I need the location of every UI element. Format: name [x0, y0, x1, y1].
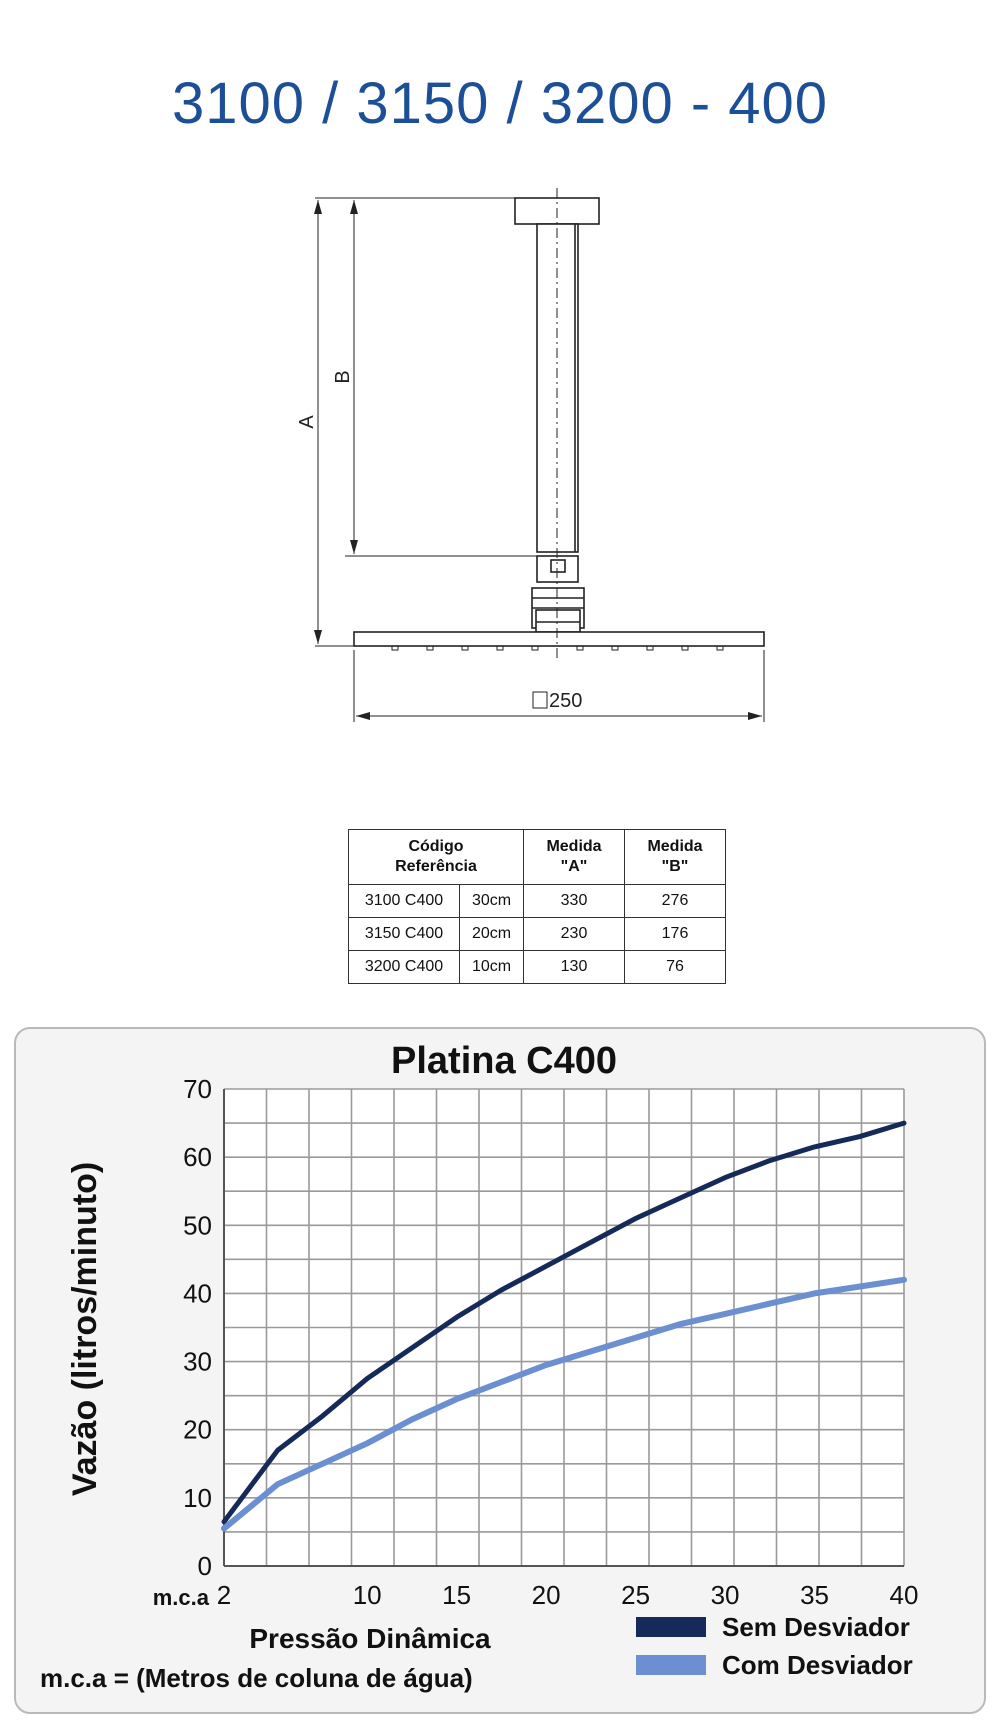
cell-length: 10cm [459, 950, 524, 984]
y-tick-label: 70 [183, 1074, 212, 1104]
cell-b: 276 [624, 884, 726, 918]
spec-table: Código Referência Medida "A" Medida "B" … [348, 829, 726, 984]
page-title: 3100 / 3150 / 3200 - 400 [171, 71, 829, 136]
cell-code: 3150 C400 [348, 917, 460, 951]
x-unit-label: m.c.a [153, 1585, 210, 1610]
cell-code: 3200 C400 [348, 950, 460, 984]
y-tick-label: 20 [183, 1415, 212, 1445]
table-row: 3200 C400 10cm 130 76 [348, 950, 726, 984]
header-medida-a: Medida "A" [523, 829, 625, 885]
chart-title: Platina C400 [391, 1040, 617, 1082]
x-tick-label: 20 [532, 1580, 561, 1610]
x-tick-label: 25 [621, 1580, 650, 1610]
shower-plate [353, 631, 765, 647]
cell-a: 130 [523, 950, 625, 984]
technical-drawing: A B 250 [296, 188, 765, 722]
header-medida-b: Medida "B" [624, 829, 726, 885]
x-tick-label: 30 [711, 1580, 740, 1610]
y-tick-label: 30 [183, 1347, 212, 1377]
x-tick-label: 35 [800, 1580, 829, 1610]
flow-chart: Platina C400 0 10 20 30 40 50 60 70 2 10 15 20 25 30 35… [40, 1040, 919, 1693]
y-tick-label: 40 [183, 1278, 212, 1308]
x-tick-label: 40 [890, 1580, 919, 1610]
cell-b: 76 [624, 950, 726, 984]
x-axis-label: Pressão Dinâmica [249, 1623, 491, 1654]
y-tick-label: 50 [183, 1210, 212, 1240]
table-header-row: Código Referência Medida "A" Medida "B" [348, 829, 726, 885]
cell-a: 330 [523, 884, 625, 918]
dimension-a-label: A [296, 415, 318, 429]
cell-code: 3100 C400 [348, 884, 460, 918]
cell-b: 176 [624, 917, 726, 951]
footnote: m.c.a = (Metros de coluna de água) [40, 1663, 473, 1693]
plate-nozzles [391, 645, 724, 651]
cell-length: 20cm [459, 917, 524, 951]
series-line-com-desviador [221, 1276, 907, 1532]
y-tick-label: 0 [198, 1551, 212, 1581]
y-tick-label: 10 [183, 1483, 212, 1513]
series-line-sem-desviador [221, 1120, 907, 1525]
cell-a: 230 [523, 917, 625, 951]
y-axis-label: Vazão (litros/minuto) [66, 1162, 104, 1496]
chart-card: Platina C400 0 10 20 30 40 50 60 70 2 10 15 20 25 30 35… [14, 1027, 986, 1714]
table-row: 3100 C400 30cm 330 276 [348, 884, 726, 918]
x-tick-label: 2 [217, 1580, 231, 1610]
y-tick-label: 60 [183, 1142, 212, 1172]
dimension-b-label: B [332, 370, 354, 383]
dimension-width-label: 250 [549, 690, 582, 712]
x-tick-label: 10 [353, 1580, 382, 1610]
legend-swatch [636, 1655, 706, 1675]
cell-length: 30cm [459, 884, 524, 918]
legend-swatch [636, 1617, 706, 1637]
header-codigo: Código Referência [348, 829, 524, 885]
legend-label: Com Desviador [722, 1650, 913, 1680]
legend-label: Sem Desviador [722, 1612, 910, 1642]
square-symbol-icon [532, 691, 548, 709]
table-row: 3150 C400 20cm 230 176 [348, 917, 726, 951]
x-tick-label: 15 [442, 1580, 471, 1610]
